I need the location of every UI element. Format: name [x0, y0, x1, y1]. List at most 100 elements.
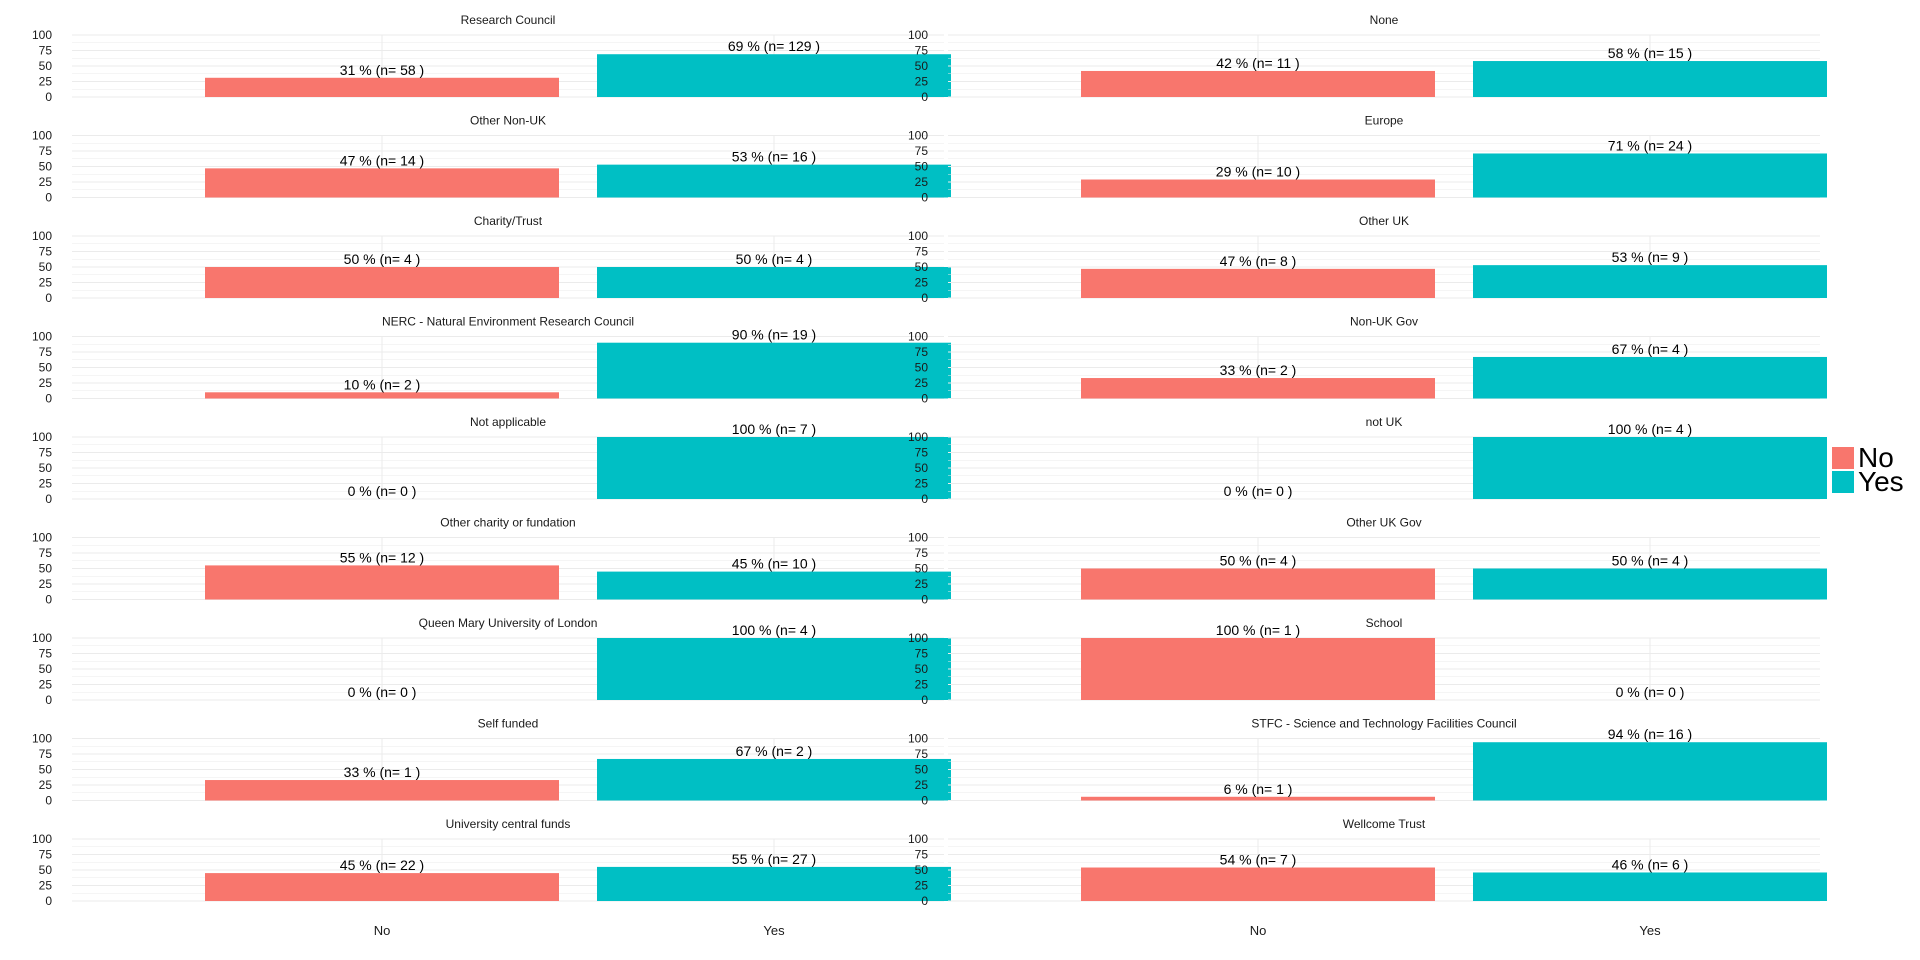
panel-title: not UK [1366, 415, 1403, 429]
y-tick-label: 100 [32, 832, 52, 846]
data-label-yes: 50 % (n= 4 ) [736, 251, 813, 267]
y-tick-label: 100 [32, 28, 52, 42]
panel-title: Europe [1365, 114, 1404, 128]
panel-title: Other Non-UK [470, 114, 546, 128]
bar-no [205, 77, 559, 97]
y-tick-label: 0 [921, 794, 928, 808]
legend-label-no: No [1858, 442, 1894, 473]
panel-title: Queen Mary University of London [419, 616, 598, 630]
data-label-yes: 69 % (n= 129 ) [728, 38, 820, 54]
data-label-no: 55 % (n= 12 ) [340, 549, 424, 565]
data-label-yes: 0 % (n= 0 ) [1616, 684, 1685, 700]
y-tick-label: 75 [915, 647, 929, 661]
y-tick-label: 0 [45, 593, 52, 607]
y-tick-label: 25 [39, 778, 53, 792]
bar-no [205, 565, 559, 600]
panel-title: Not applicable [470, 415, 546, 429]
y-tick-label: 100 [32, 631, 52, 645]
facet-panel: NERC - Natural Environment Research Coun… [32, 315, 951, 406]
bar-yes [597, 638, 951, 700]
y-tick-label: 0 [921, 291, 928, 305]
data-label-yes: 46 % (n= 6 ) [1612, 856, 1689, 872]
bar-yes [1473, 568, 1827, 600]
panel-title: Self funded [478, 717, 539, 731]
bar-yes [1473, 872, 1827, 901]
data-label-no: 45 % (n= 22 ) [340, 857, 424, 873]
y-tick-label: 25 [915, 175, 929, 189]
bar-yes [597, 267, 951, 298]
bar-yes [597, 571, 951, 600]
y-tick-label: 0 [921, 593, 928, 607]
y-tick-label: 25 [915, 879, 929, 893]
legend: No Yes [1832, 442, 1904, 496]
y-tick-label: 25 [39, 376, 53, 390]
y-tick-label: 25 [915, 678, 929, 692]
data-label-yes: 67 % (n= 4 ) [1612, 341, 1689, 357]
panel-title: School [1366, 616, 1403, 630]
y-tick-label: 100 [32, 430, 52, 444]
legend-swatch-no [1832, 447, 1854, 469]
data-label-yes: 94 % (n= 16 ) [1608, 726, 1692, 742]
y-tick-label: 75 [915, 747, 929, 761]
y-tick-label: 50 [39, 562, 53, 576]
data-label-yes: 50 % (n= 4 ) [1612, 553, 1689, 569]
y-tick-label: 50 [39, 59, 53, 73]
legend-item-no: No [1832, 442, 1904, 473]
data-label-no: 29 % (n= 10 ) [1216, 164, 1300, 180]
y-tick-label: 50 [915, 160, 929, 174]
bar-no [1081, 867, 1435, 901]
data-label-yes: 100 % (n= 7 ) [732, 421, 816, 437]
bar-yes [1473, 61, 1827, 97]
y-tick-label: 50 [915, 260, 929, 274]
panel-title: University central funds [446, 817, 571, 831]
y-tick-label: 25 [39, 678, 53, 692]
y-tick-label: 50 [39, 763, 53, 777]
y-tick-label: 75 [915, 446, 929, 460]
bar-yes [1473, 437, 1827, 499]
y-tick-label: 0 [45, 392, 52, 406]
y-tick-label: 25 [39, 577, 53, 591]
data-label-no: 50 % (n= 4 ) [344, 251, 421, 267]
y-tick-label: 75 [39, 647, 53, 661]
data-label-no: 10 % (n= 2 ) [344, 376, 421, 392]
y-tick-label: 75 [39, 345, 53, 359]
data-label-yes: 53 % (n= 16 ) [732, 149, 816, 165]
panel-title: None [1370, 13, 1399, 27]
y-tick-label: 25 [915, 276, 929, 290]
x-tick-label: Yes [1639, 923, 1661, 938]
bar-yes [1473, 265, 1827, 298]
panel-title: STFC - Science and Technology Facilities… [1251, 717, 1516, 731]
y-tick-label: 25 [39, 276, 53, 290]
data-label-no: 100 % (n= 1 ) [1216, 622, 1300, 638]
y-tick-label: 75 [39, 747, 53, 761]
y-tick-label: 0 [921, 894, 928, 908]
data-label-yes: 90 % (n= 19 ) [732, 327, 816, 343]
panel-title: Wellcome Trust [1343, 817, 1426, 831]
bar-yes [597, 437, 951, 499]
bar-yes [597, 164, 951, 198]
x-axis-labels: No Yes No Yes [374, 923, 1661, 938]
y-tick-label: 0 [45, 291, 52, 305]
bar-no [1081, 179, 1435, 198]
y-tick-label: 25 [915, 75, 929, 89]
data-label-yes: 67 % (n= 2 ) [736, 743, 813, 759]
y-tick-label: 100 [908, 430, 928, 444]
data-label-no: 0 % (n= 0 ) [1224, 483, 1293, 499]
y-tick-label: 0 [921, 392, 928, 406]
y-tick-label: 100 [32, 531, 52, 545]
y-tick-label: 25 [39, 75, 53, 89]
y-tick-label: 100 [908, 229, 928, 243]
panel-title: Charity/Trust [474, 214, 543, 228]
y-tick-label: 50 [39, 361, 53, 375]
data-label-yes: 58 % (n= 15 ) [1608, 45, 1692, 61]
